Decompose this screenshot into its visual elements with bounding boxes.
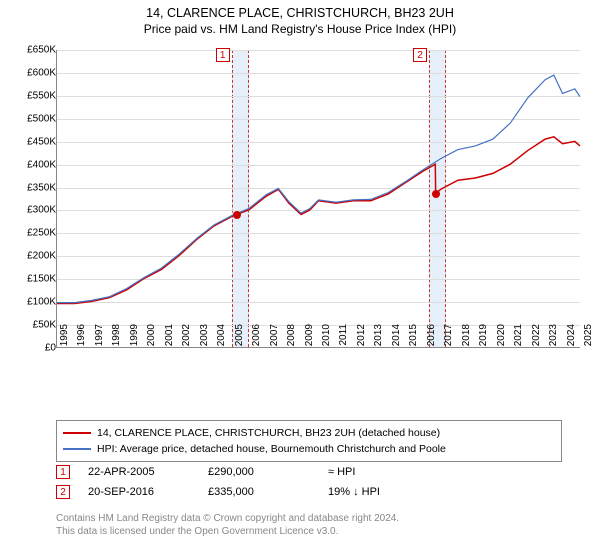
sale-marker-box: 2	[56, 485, 70, 499]
chart-lines	[57, 50, 580, 347]
legend: 14, CLARENCE PLACE, CHRISTCHURCH, BH23 2…	[56, 420, 562, 462]
footer: Contains HM Land Registry data © Crown c…	[56, 512, 562, 538]
legend-swatch	[63, 448, 91, 450]
x-tick-label: 2011	[338, 324, 349, 354]
x-tick-label: 2021	[513, 324, 524, 354]
y-tick-label: £300K	[12, 205, 56, 216]
legend-swatch	[63, 432, 91, 434]
y-tick-label: £150K	[12, 274, 56, 285]
x-tick-label: 2015	[408, 324, 419, 354]
x-tick-label: 2013	[373, 324, 384, 354]
x-tick-label: 2020	[496, 324, 507, 354]
x-tick-label: 2016	[426, 324, 437, 354]
x-tick-label: 2022	[531, 324, 542, 354]
series-property	[57, 137, 580, 304]
x-tick-label: 2008	[286, 324, 297, 354]
chart: 12 £0£50K£100K£150K£200K£250K£300K£350K£…	[12, 44, 588, 388]
y-tick-label: £500K	[12, 113, 56, 124]
y-tick-label: £100K	[12, 297, 56, 308]
x-tick-label: 1996	[76, 324, 87, 354]
y-tick-label: £350K	[12, 182, 56, 193]
legend-label: HPI: Average price, detached house, Bour…	[97, 443, 446, 455]
sale-marker: 2	[413, 48, 427, 62]
sales-table: 1 22-APR-2005£290,000≈ HPI 2 20-SEP-2016£33…	[56, 462, 562, 502]
plot-area: 12	[56, 50, 580, 348]
x-tick-label: 2004	[216, 324, 227, 354]
x-tick-label: 2024	[566, 324, 577, 354]
sale-marker: 1	[216, 48, 230, 62]
x-tick-label: 2009	[304, 324, 315, 354]
y-tick-label: £0	[12, 343, 56, 354]
x-tick-label: 2001	[164, 324, 175, 354]
x-tick-label: 2000	[146, 324, 157, 354]
sale-row: 2 20-SEP-2016£335,00019% ↓ HPI	[56, 482, 562, 502]
y-tick-label: £600K	[12, 67, 56, 78]
sale-marker-box: 1	[56, 465, 70, 479]
x-tick-label: 1999	[129, 324, 140, 354]
series-hpi	[57, 75, 580, 303]
sale-row: 1 22-APR-2005£290,000≈ HPI	[56, 462, 562, 482]
x-tick-label: 2006	[251, 324, 262, 354]
x-tick-label: 1995	[59, 324, 70, 354]
x-tick-label: 2014	[391, 324, 402, 354]
x-tick-label: 2002	[181, 324, 192, 354]
footer-line-1: Contains HM Land Registry data © Crown c…	[56, 512, 562, 525]
x-tick-label: 2010	[321, 324, 332, 354]
sale-delta: 19% ↓ HPI	[328, 486, 448, 498]
y-tick-label: £250K	[12, 228, 56, 239]
footer-line-2: This data is licensed under the Open Gov…	[56, 525, 562, 538]
title-main: 14, CLARENCE PLACE, CHRISTCHURCH, BH23 2…	[0, 6, 600, 20]
sale-price: £335,000	[208, 486, 328, 498]
sale-date: 20-SEP-2016	[88, 486, 208, 498]
y-tick-label: £200K	[12, 251, 56, 262]
y-tick-label: £400K	[12, 159, 56, 170]
x-tick-label: 2005	[234, 324, 245, 354]
y-tick-label: £550K	[12, 90, 56, 101]
x-tick-label: 2017	[443, 324, 454, 354]
y-tick-label: £450K	[12, 136, 56, 147]
sale-dot	[233, 211, 241, 219]
y-tick-label: £650K	[12, 45, 56, 56]
y-tick-label: £50K	[12, 320, 56, 331]
title-block: 14, CLARENCE PLACE, CHRISTCHURCH, BH23 2…	[0, 0, 600, 38]
title-sub: Price paid vs. HM Land Registry's House …	[0, 22, 600, 36]
legend-label: 14, CLARENCE PLACE, CHRISTCHURCH, BH23 2…	[97, 427, 440, 439]
x-tick-label: 2023	[548, 324, 559, 354]
x-tick-label: 1997	[94, 324, 105, 354]
x-tick-label: 2025	[583, 324, 594, 354]
x-tick-label: 2003	[199, 324, 210, 354]
sale-price: £290,000	[208, 466, 328, 478]
sale-date: 22-APR-2005	[88, 466, 208, 478]
sale-dot	[432, 190, 440, 198]
x-tick-label: 1998	[111, 324, 122, 354]
x-tick-label: 2019	[478, 324, 489, 354]
x-tick-label: 2018	[461, 324, 472, 354]
legend-item: HPI: Average price, detached house, Bour…	[63, 441, 555, 457]
x-tick-label: 2012	[356, 324, 367, 354]
legend-item: 14, CLARENCE PLACE, CHRISTCHURCH, BH23 2…	[63, 425, 555, 441]
sale-delta: ≈ HPI	[328, 466, 448, 478]
x-tick-label: 2007	[269, 324, 280, 354]
